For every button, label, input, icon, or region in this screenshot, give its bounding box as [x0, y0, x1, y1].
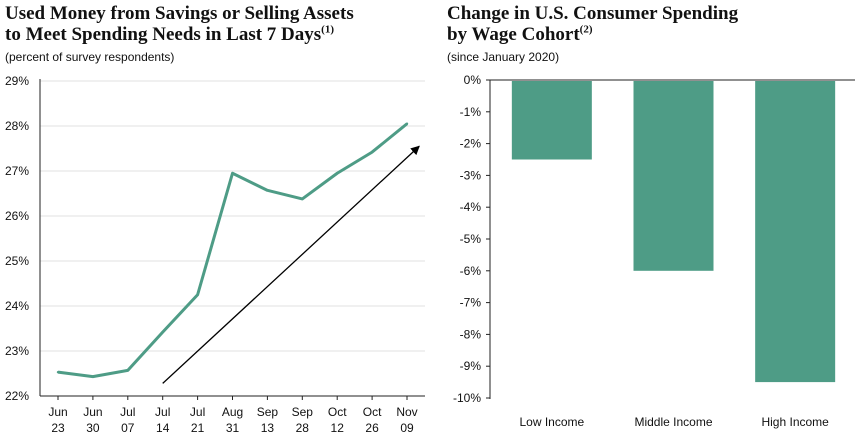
- line-chart-xtick-month: Jun: [48, 405, 67, 419]
- line-chart-point: [161, 330, 164, 334]
- line-chart-ytick-label: 23%: [5, 344, 29, 358]
- line-chart-xtick-day: 26: [365, 421, 379, 435]
- bar-chart-ytick-label: -1%: [460, 105, 482, 119]
- line-chart-point: [336, 172, 339, 175]
- bar-chart-ytick-label: -9%: [460, 359, 482, 373]
- bar-chart-ytick-label: -3%: [460, 168, 482, 182]
- bar-chart-bar: [755, 81, 836, 383]
- line-chart-xtick-day: 09: [400, 421, 414, 435]
- bar-chart: 0% -1% -2% -3% -4% -5% -6% -7% -8% -9% -10% Low Inc…: [453, 73, 855, 429]
- bar-chart-category-label: Middle Income: [634, 415, 712, 429]
- line-chart: 29% 28% 27% 26% 25% 24% 23% 22% Jun 23 Jun 30 Jul 07 J…: [5, 74, 425, 435]
- line-chart-xtick-day: 30: [86, 421, 100, 435]
- bar-chart-bar: [633, 81, 714, 271]
- line-chart-xtick-day: 07: [121, 421, 135, 435]
- bar-chart-ytick-label: -4%: [460, 200, 482, 214]
- left-chart-title-line2: to Meet Spending Needs in Last 7 Days: [5, 24, 322, 45]
- line-chart-point: [301, 197, 304, 201]
- line-chart-xtick-day: 31: [226, 421, 240, 435]
- line-chart-point: [196, 293, 199, 296]
- line-chart-xtick-day: 13: [261, 421, 275, 435]
- line-chart-xtick-day: 21: [191, 421, 205, 435]
- line-chart-point: [231, 172, 234, 175]
- line-chart-xtick-month: Aug: [222, 405, 243, 419]
- line-chart-ytick-label: 22%: [5, 389, 29, 403]
- line-chart-ytick-label: 29%: [5, 74, 29, 88]
- line-chart-ytick-label: 25%: [5, 254, 29, 268]
- line-chart-trend-arrow: [162, 145, 420, 384]
- bar-chart-ytick-label: -7%: [460, 296, 482, 310]
- line-chart-xtick-month: Jul: [120, 405, 135, 419]
- right-chart-title: Change in U.S. Consumer Spending by Wage…: [447, 3, 738, 45]
- line-chart-xtick-month: Oct: [363, 405, 382, 419]
- left-chart-title-line1: Used Money from Savings or Selling Asset…: [5, 3, 354, 24]
- right-chart-title-line1: Change in U.S. Consumer Spending: [447, 3, 739, 24]
- bar-chart-category-label: High Income: [761, 415, 829, 429]
- left-chart-subtitle: (percent of survey respondents): [5, 50, 175, 64]
- left-chart-title: Used Money from Savings or Selling Asset…: [5, 3, 354, 45]
- bar-chart-category-label: Low Income: [519, 415, 584, 429]
- line-chart-xtick-day: 23: [51, 421, 65, 435]
- line-chart-point: [91, 375, 95, 378]
- line-chart-xtick-day: 28: [296, 421, 310, 435]
- line-chart-series-line: [57, 122, 408, 379]
- line-chart-xtick-month: Jun: [83, 405, 102, 419]
- line-chart-xtick-month: Nov: [396, 405, 417, 419]
- line-chart-point: [126, 369, 129, 372]
- line-chart-xtick-day: 12: [331, 421, 345, 435]
- line-chart-ytick-label: 26%: [5, 209, 29, 223]
- bar-chart-ytick-label: -6%: [460, 264, 482, 278]
- bar-chart-ytick-label: -2%: [460, 137, 482, 151]
- bar-chart-bar: [511, 81, 592, 160]
- line-chart-ytick-label: 28%: [5, 119, 29, 133]
- line-chart-xtick-month: Jul: [155, 405, 170, 419]
- line-chart-xtick-month: Sep: [292, 405, 314, 419]
- bar-chart-ytick-label: -8%: [460, 327, 482, 341]
- line-chart-xtick-month: Sep: [257, 405, 279, 419]
- line-chart-point: [370, 150, 374, 154]
- bar-chart-ytick-label: 0%: [464, 73, 482, 87]
- line-chart-xtick-day: 14: [156, 421, 170, 435]
- line-chart-xtick-month: Jul: [190, 405, 205, 419]
- line-chart-point: [266, 189, 269, 192]
- line-chart-ytick-label: 27%: [5, 164, 29, 178]
- line-chart-ytick-label: 24%: [5, 299, 29, 313]
- right-chart-subtitle: (since January 2020): [447, 50, 560, 64]
- line-chart-xtick-month: Oct: [328, 405, 347, 419]
- left-chart-footnote: (1): [321, 23, 334, 36]
- right-chart-footnote: (2): [579, 23, 593, 36]
- line-chart-point: [56, 370, 60, 374]
- bar-chart-ytick-label: -5%: [460, 232, 482, 246]
- right-chart-title-line2: by Wage Cohort: [447, 24, 580, 45]
- bar-chart-ytick-label: -10%: [453, 391, 481, 405]
- line-chart-point: [405, 122, 409, 125]
